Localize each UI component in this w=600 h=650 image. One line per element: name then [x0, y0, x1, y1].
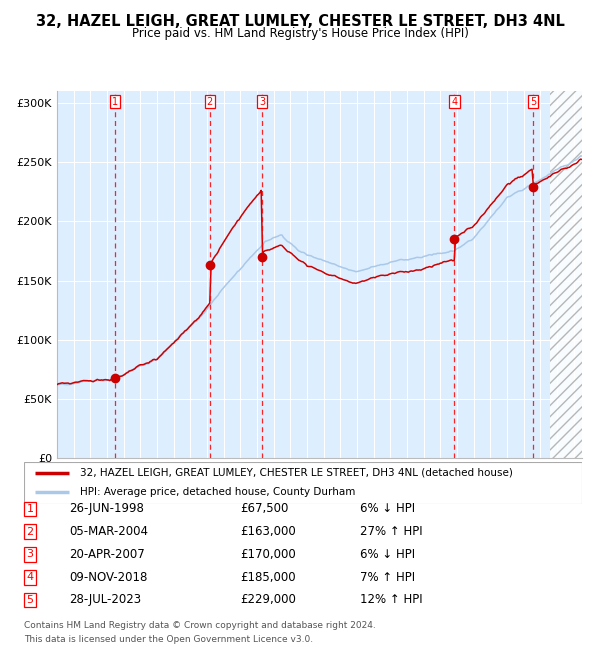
- Text: 4: 4: [26, 572, 34, 582]
- Text: 05-MAR-2004: 05-MAR-2004: [69, 525, 148, 538]
- Text: 1: 1: [26, 504, 34, 514]
- Text: 09-NOV-2018: 09-NOV-2018: [69, 571, 148, 584]
- Text: 1: 1: [112, 96, 118, 107]
- Text: 2: 2: [26, 526, 34, 537]
- Text: 26-JUN-1998: 26-JUN-1998: [69, 502, 144, 515]
- Text: £185,000: £185,000: [240, 571, 296, 584]
- Text: 27% ↑ HPI: 27% ↑ HPI: [360, 525, 422, 538]
- Text: £229,000: £229,000: [240, 593, 296, 606]
- Text: 2: 2: [207, 96, 213, 107]
- Text: HPI: Average price, detached house, County Durham: HPI: Average price, detached house, Coun…: [80, 488, 355, 497]
- Text: 5: 5: [530, 96, 536, 107]
- Text: 5: 5: [26, 595, 34, 605]
- FancyBboxPatch shape: [24, 462, 582, 504]
- Text: Contains HM Land Registry data © Crown copyright and database right 2024.: Contains HM Land Registry data © Crown c…: [24, 621, 376, 630]
- Text: 32, HAZEL LEIGH, GREAT LUMLEY, CHESTER LE STREET, DH3 4NL: 32, HAZEL LEIGH, GREAT LUMLEY, CHESTER L…: [35, 14, 565, 29]
- Text: 32, HAZEL LEIGH, GREAT LUMLEY, CHESTER LE STREET, DH3 4NL (detached house): 32, HAZEL LEIGH, GREAT LUMLEY, CHESTER L…: [80, 468, 512, 478]
- Text: 3: 3: [259, 96, 265, 107]
- Text: 7% ↑ HPI: 7% ↑ HPI: [360, 571, 415, 584]
- Bar: [550, 91, 582, 458]
- Text: £170,000: £170,000: [240, 548, 296, 561]
- Text: 28-JUL-2023: 28-JUL-2023: [69, 593, 141, 606]
- Text: 12% ↑ HPI: 12% ↑ HPI: [360, 593, 422, 606]
- Text: 6% ↓ HPI: 6% ↓ HPI: [360, 502, 415, 515]
- Text: £163,000: £163,000: [240, 525, 296, 538]
- Text: 4: 4: [451, 96, 458, 107]
- Text: 3: 3: [26, 549, 34, 560]
- Text: 6% ↓ HPI: 6% ↓ HPI: [360, 548, 415, 561]
- Text: 20-APR-2007: 20-APR-2007: [69, 548, 145, 561]
- Text: This data is licensed under the Open Government Licence v3.0.: This data is licensed under the Open Gov…: [24, 634, 313, 644]
- Text: Price paid vs. HM Land Registry's House Price Index (HPI): Price paid vs. HM Land Registry's House …: [131, 27, 469, 40]
- Text: £67,500: £67,500: [240, 502, 289, 515]
